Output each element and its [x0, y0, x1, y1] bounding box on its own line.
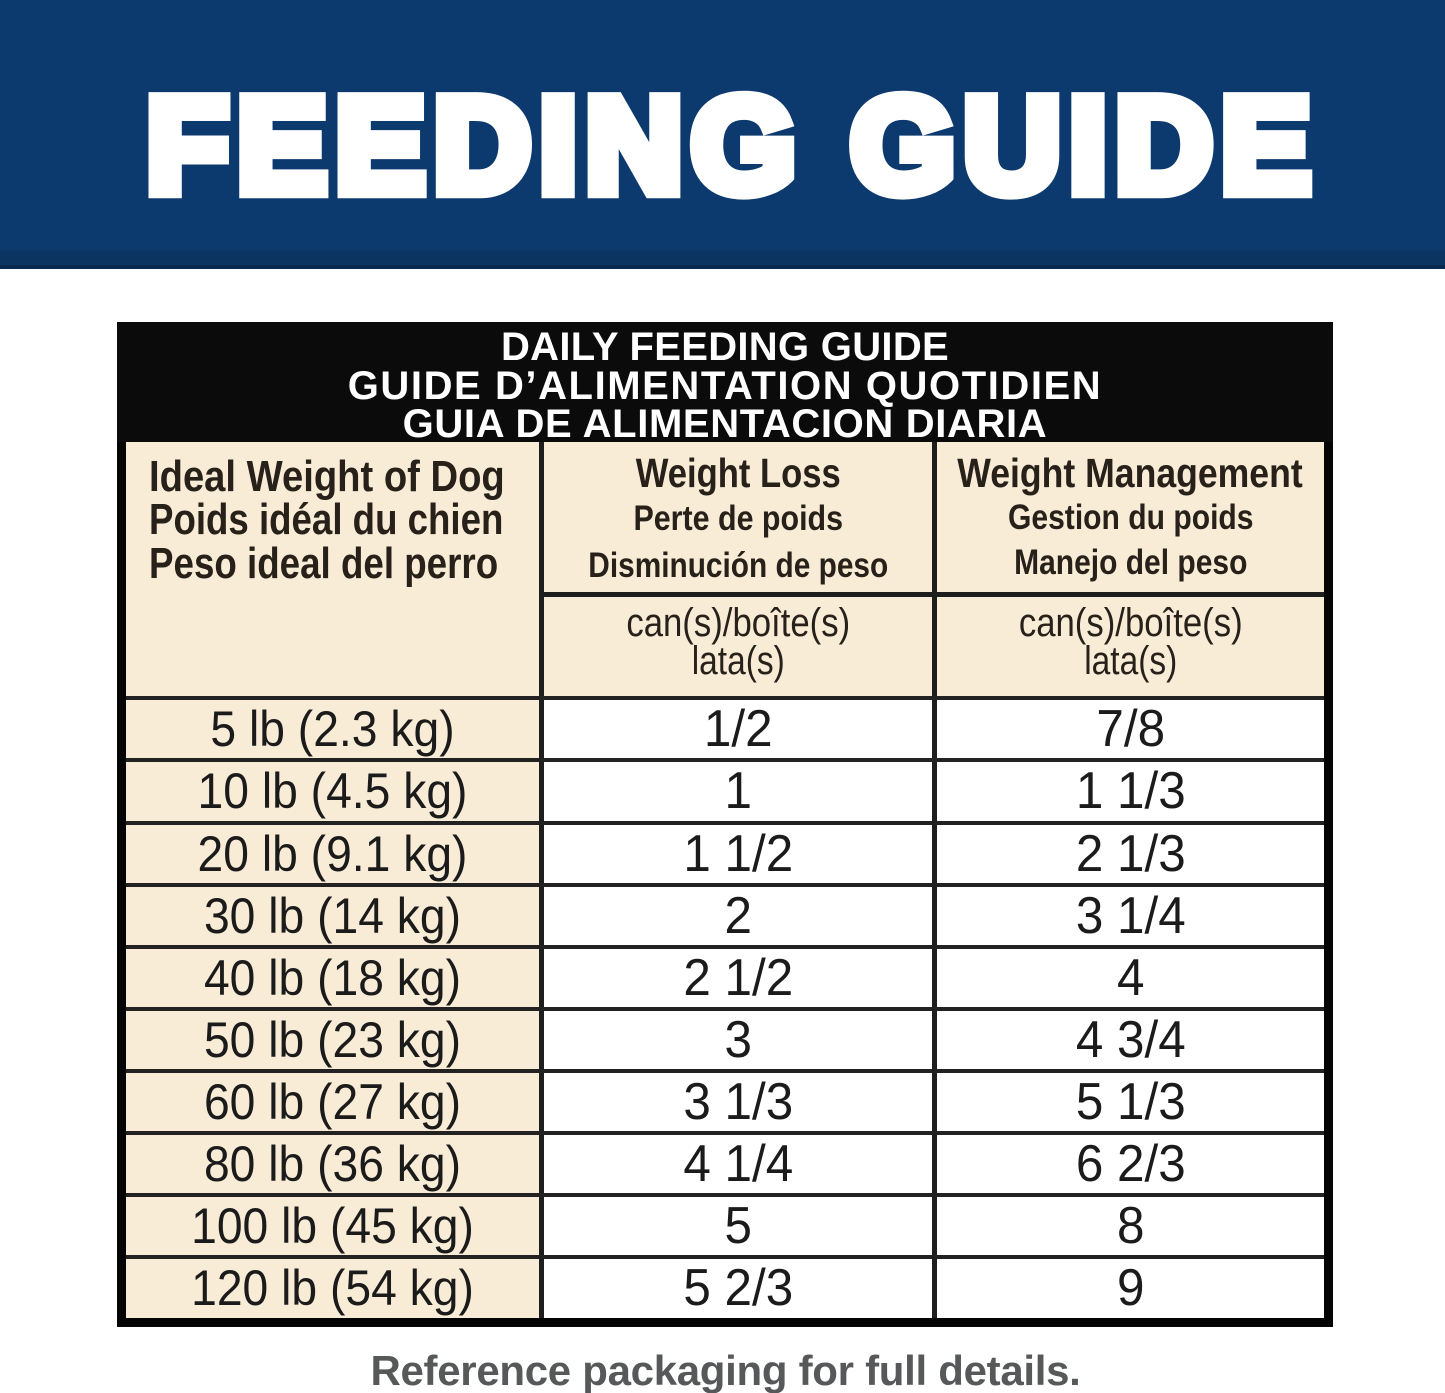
svg-text:FEEDING GUIDE: FEEDING GUIDE [147, 71, 1320, 220]
